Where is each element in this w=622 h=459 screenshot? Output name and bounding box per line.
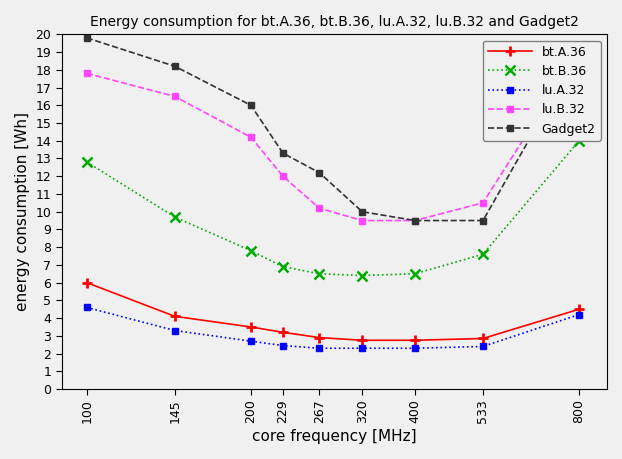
lu.B.32 <box>171 94 179 99</box>
Title: Energy consumption for bt.A.36, bt.B.36, lu.A.32, lu.B.32 and Gadget2: Energy consumption for bt.A.36, bt.B.36,… <box>90 15 579 29</box>
lu.A.32 <box>83 305 91 310</box>
lu.A.32 <box>315 346 323 351</box>
Gadget2 <box>83 35 91 41</box>
lu.B.32 <box>575 49 583 55</box>
bt.A.36 <box>479 336 486 341</box>
Gadget2 <box>315 170 323 175</box>
bt.B.36 <box>358 273 366 278</box>
bt.A.36 <box>315 335 323 341</box>
lu.B.32 <box>315 205 323 211</box>
Gadget2 <box>279 151 287 156</box>
lu.A.32 <box>479 344 486 349</box>
Line: bt.A.36: bt.A.36 <box>82 278 584 345</box>
bt.A.36 <box>358 337 366 343</box>
bt.B.36 <box>315 271 323 276</box>
lu.B.32 <box>479 200 486 206</box>
bt.A.36 <box>247 324 254 330</box>
bt.B.36 <box>83 159 91 165</box>
Gadget2 <box>479 218 486 223</box>
lu.A.32 <box>279 343 287 348</box>
Line: bt.B.36: bt.B.36 <box>82 136 584 280</box>
bt.A.36 <box>575 307 583 312</box>
lu.B.32 <box>83 71 91 76</box>
bt.B.36 <box>171 214 179 220</box>
Gadget2 <box>575 49 583 55</box>
Legend: bt.A.36, bt.B.36, lu.A.32, lu.B.32, Gadget2: bt.A.36, bt.B.36, lu.A.32, lu.B.32, Gadg… <box>483 40 601 140</box>
bt.A.36 <box>411 337 419 343</box>
Gadget2 <box>247 102 254 108</box>
bt.A.36 <box>83 280 91 285</box>
Y-axis label: energy consumption [Wh]: energy consumption [Wh] <box>15 112 30 311</box>
lu.B.32 <box>411 218 419 223</box>
X-axis label: core frequency [MHz]: core frequency [MHz] <box>252 429 417 444</box>
Gadget2 <box>171 63 179 69</box>
bt.B.36 <box>479 252 486 257</box>
lu.A.32 <box>247 338 254 344</box>
bt.B.36 <box>575 138 583 144</box>
lu.B.32 <box>247 134 254 140</box>
lu.B.32 <box>279 174 287 179</box>
Gadget2 <box>411 218 419 223</box>
Gadget2 <box>358 209 366 214</box>
bt.B.36 <box>411 271 419 276</box>
lu.A.32 <box>411 346 419 351</box>
lu.A.32 <box>575 312 583 317</box>
lu.B.32 <box>358 218 366 223</box>
bt.A.36 <box>279 330 287 335</box>
Line: lu.B.32: lu.B.32 <box>83 49 583 224</box>
bt.B.36 <box>247 248 254 253</box>
bt.A.36 <box>171 313 179 319</box>
Line: Gadget2: Gadget2 <box>83 34 583 224</box>
bt.B.36 <box>279 264 287 269</box>
lu.A.32 <box>358 346 366 351</box>
lu.A.32 <box>171 328 179 333</box>
Line: lu.A.32: lu.A.32 <box>84 305 582 351</box>
